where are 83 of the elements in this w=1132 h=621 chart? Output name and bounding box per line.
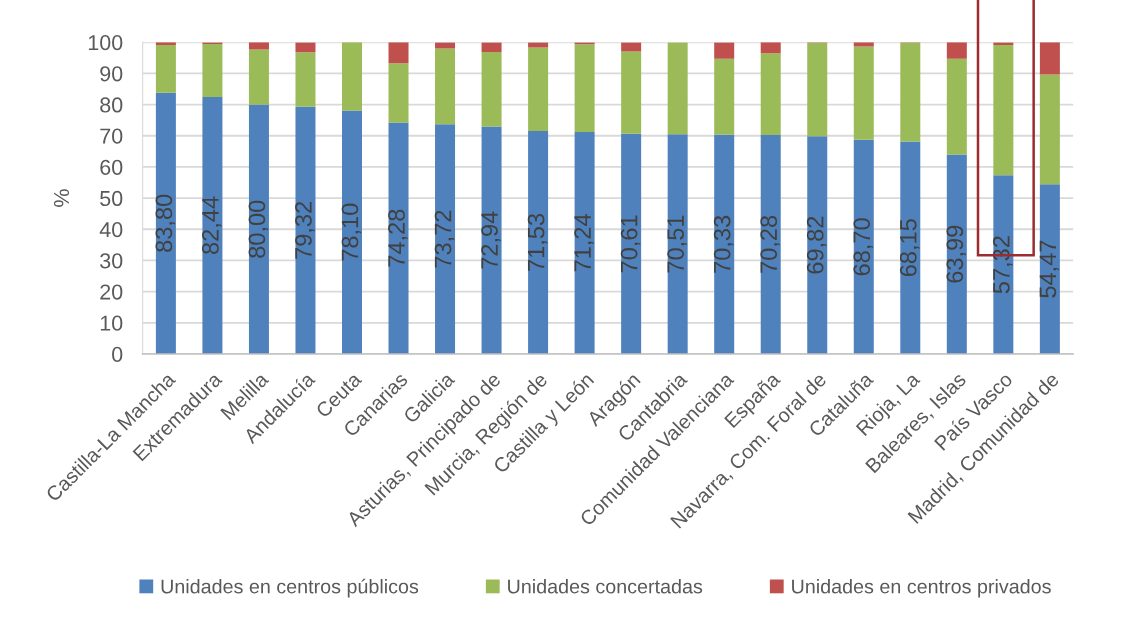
- bar: [574, 131, 595, 354]
- y-tick-label: 30: [100, 253, 123, 269]
- bar: [481, 42, 502, 53]
- data-label: 70,61: [620, 215, 641, 273]
- bar: [760, 53, 781, 135]
- bar: [155, 45, 176, 93]
- bar: [946, 154, 967, 354]
- data-label: 71,53: [527, 213, 548, 271]
- y-tick-label: 20: [100, 284, 123, 300]
- data-label: 63,99: [946, 225, 966, 283]
- legend-label: Unidades en centros públicos: [161, 578, 419, 598]
- bar: [388, 63, 409, 123]
- y-tick-label: 0: [112, 346, 123, 362]
- bar: [714, 42, 735, 59]
- bar: [481, 52, 502, 127]
- data-label: 68,70: [853, 218, 873, 276]
- bar: [853, 42, 874, 47]
- y-tick-label: 60: [100, 159, 123, 175]
- bar: [667, 42, 688, 135]
- data-label: 70,28: [760, 215, 780, 273]
- bar: [248, 49, 269, 105]
- y-tick-label: 90: [100, 66, 123, 82]
- bar: [714, 134, 735, 354]
- bar: [248, 104, 269, 354]
- y-tick-label: 70: [100, 128, 123, 144]
- y-tick-label: 50: [100, 190, 123, 207]
- data-label: 70,33: [713, 215, 734, 273]
- y-tick-label: 40: [99, 222, 123, 238]
- bar: [155, 92, 176, 354]
- bar: [714, 58, 735, 135]
- bar: [341, 110, 362, 354]
- bar: [435, 124, 456, 354]
- data-label: 79,32: [295, 201, 315, 259]
- data-label: 80,00: [248, 200, 269, 258]
- bar: [528, 47, 549, 131]
- bar: [295, 42, 316, 53]
- bar: [993, 44, 1014, 176]
- data-label: 68,15: [899, 219, 920, 277]
- bar: [946, 58, 967, 155]
- bar: [481, 126, 502, 354]
- bar: [760, 42, 781, 54]
- bar: [621, 51, 642, 134]
- data-label: 78,10: [341, 203, 362, 261]
- y-tick-label: 100: [88, 35, 123, 51]
- data-label: 70,51: [667, 215, 687, 273]
- data-label: 82,44: [202, 196, 222, 254]
- bar: [295, 52, 316, 107]
- bar: [667, 134, 688, 354]
- data-label: 72,94: [481, 211, 501, 269]
- bar: [853, 139, 874, 354]
- bar: [760, 134, 781, 354]
- legend-label: Unidades en centros privados: [792, 579, 1051, 598]
- bar: [621, 133, 642, 354]
- bar: [853, 46, 874, 140]
- bar: [202, 96, 223, 354]
- bar: [1039, 184, 1060, 354]
- data-label: 73,72: [434, 210, 455, 268]
- bar: [388, 122, 409, 354]
- bar: [1039, 74, 1060, 185]
- bar: [900, 43, 921, 142]
- bar: [946, 42, 967, 59]
- bar: [435, 48, 456, 125]
- data-label: 57,32: [992, 236, 1013, 294]
- bar: [528, 130, 549, 354]
- data-label: 71,24: [574, 214, 594, 272]
- bar: [621, 42, 642, 52]
- bar: [574, 44, 595, 132]
- bar: [295, 106, 316, 354]
- bar: [807, 136, 828, 354]
- bar: [900, 141, 921, 354]
- bar: [202, 43, 223, 97]
- data-label: 69,82: [806, 216, 827, 274]
- data-label: 74,28: [388, 209, 408, 267]
- data-label: 54,47: [1039, 240, 1059, 298]
- bar: [341, 42, 362, 111]
- y-tick-label: 80: [100, 97, 123, 113]
- data-label: 83,80: [155, 194, 176, 252]
- y-tick-label: 10: [100, 315, 123, 331]
- bar: [1039, 42, 1060, 75]
- y-axis-title: %: [53, 189, 70, 207]
- legend-label: Unidades concertadas: [508, 579, 703, 594]
- bar: [388, 42, 409, 64]
- bar: [807, 43, 828, 137]
